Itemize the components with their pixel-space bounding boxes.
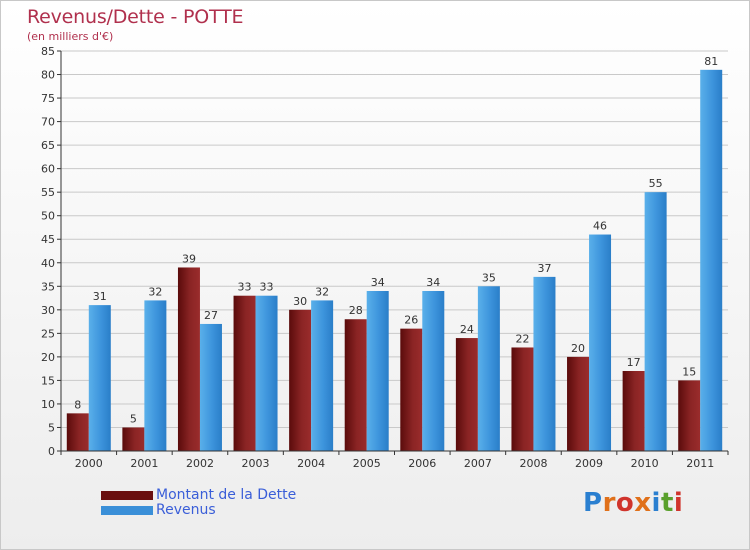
data-label-debt: 24: [460, 323, 474, 336]
data-label-debt: 33: [238, 281, 252, 294]
data-label-revenue: 31: [93, 290, 107, 303]
x-tick-label: 2000: [75, 457, 103, 470]
logo-letter: r: [602, 488, 616, 518]
data-labels: 8 31 5 32 39 27 33 33 30 32 28 34 26 34 24 35 22 37 20 46 17…: [74, 55, 718, 426]
data-label-debt: 39: [182, 252, 196, 265]
y-tick-label: 40: [41, 257, 55, 270]
bar-debt: [233, 295, 256, 451]
y-tick-label: 10: [41, 398, 55, 411]
bar-debt: [400, 328, 423, 451]
bar-debt: [344, 319, 367, 451]
chart-subtitle: (en milliers d'€): [27, 30, 114, 43]
data-label-revenue: 33: [260, 281, 274, 294]
y-tick-label: 20: [41, 351, 55, 364]
y-tick-label: 60: [41, 163, 55, 176]
x-axis-ticks: 2000 2001 2002 2003 2004 2005 2006 2007 2008 2009…: [60, 451, 729, 470]
bar-debt: [455, 338, 478, 451]
bar-debt: [289, 309, 312, 451]
data-label-debt: 5: [130, 412, 137, 425]
data-label-revenue: 34: [371, 276, 385, 289]
bar-debt: [511, 347, 534, 451]
bar-revenue: [255, 295, 278, 451]
bar-revenue: [144, 300, 167, 451]
y-tick-label: 85: [41, 45, 55, 58]
bar-revenue: [477, 286, 500, 451]
bar-revenue: [700, 69, 723, 451]
bar-revenue: [422, 291, 445, 451]
x-tick-label: 2001: [130, 457, 158, 470]
y-tick-label: 35: [41, 280, 55, 293]
bar-revenue: [88, 305, 111, 451]
y-tick-label: 5: [48, 421, 55, 434]
y-tick-label: 0: [48, 445, 55, 458]
data-label-revenue: 34: [426, 276, 440, 289]
data-label-revenue: 32: [315, 285, 329, 298]
data-label-debt: 26: [404, 314, 418, 327]
y-axis-ticks: 0 5 10 15 20 25 30 35 40 45 50 55 60 65 70 75 80 85: [41, 45, 61, 458]
y-tick-label: 65: [41, 139, 55, 152]
legend-label-revenue: Revenus: [156, 502, 216, 518]
x-tick-label: 2006: [408, 457, 436, 470]
y-tick-label: 70: [41, 116, 55, 129]
bar-debt: [177, 267, 200, 451]
data-label-debt: 17: [627, 356, 641, 369]
proxiti-logo: Proxiti: [583, 488, 683, 518]
legend-swatch-revenue: [101, 506, 153, 515]
y-tick-label: 50: [41, 210, 55, 223]
bar-revenue: [199, 323, 222, 451]
bar-debt: [122, 427, 145, 451]
y-tick-label: 75: [41, 92, 55, 105]
data-label-revenue: 81: [704, 55, 718, 68]
grid-lines: [61, 50, 728, 428]
data-label-debt: 8: [74, 398, 81, 411]
bar-revenue: [644, 192, 667, 452]
x-tick-label: 2003: [242, 457, 270, 470]
data-label-debt: 30: [293, 295, 307, 308]
x-tick-label: 2010: [631, 457, 659, 470]
data-label-revenue: 37: [537, 262, 551, 275]
x-tick-label: 2002: [186, 457, 214, 470]
data-label-revenue: 27: [204, 309, 218, 322]
bar-debt: [622, 371, 645, 451]
y-tick-label: 80: [41, 69, 55, 82]
bar-revenue: [366, 291, 389, 451]
logo-letter: P: [583, 488, 603, 518]
logo-letter: o: [615, 488, 635, 518]
x-tick-label: 2009: [575, 457, 603, 470]
data-label-revenue: 32: [148, 285, 162, 298]
y-tick-label: 25: [41, 327, 55, 340]
x-tick-label: 2005: [353, 457, 381, 470]
x-tick-label: 2011: [686, 457, 714, 470]
bar-debt: [66, 413, 89, 451]
legend-swatch-debt: [101, 491, 153, 500]
logo-letter: i: [651, 488, 661, 518]
logo-letter: x: [634, 488, 652, 518]
bar-debt: [567, 356, 590, 451]
y-tick-label: 15: [41, 374, 55, 387]
y-tick-label: 55: [41, 186, 55, 199]
y-tick-label: 45: [41, 233, 55, 246]
bar-revenue: [311, 300, 334, 451]
bar-debt: [678, 380, 701, 451]
chart-title: Revenus/Dette - POTTE: [27, 6, 244, 28]
data-label-debt: 22: [515, 332, 529, 345]
data-label-debt: 15: [682, 365, 696, 378]
data-label-revenue: 55: [649, 177, 663, 190]
bars: [66, 69, 723, 452]
y-tick-label: 30: [41, 304, 55, 317]
data-label-revenue: 46: [593, 220, 607, 233]
logo-letter: i: [673, 488, 684, 518]
logo-letter: t: [660, 488, 674, 518]
data-label-revenue: 35: [482, 271, 496, 284]
x-tick-label: 2004: [297, 457, 325, 470]
data-label-debt: 20: [571, 342, 585, 355]
bar-revenue: [589, 234, 612, 451]
data-label-debt: 28: [349, 304, 363, 317]
x-tick-label: 2007: [464, 457, 492, 470]
bar-revenue: [533, 276, 556, 451]
legend-label-debt: Montant de la Dette: [156, 487, 297, 503]
x-tick-label: 2008: [519, 457, 547, 470]
